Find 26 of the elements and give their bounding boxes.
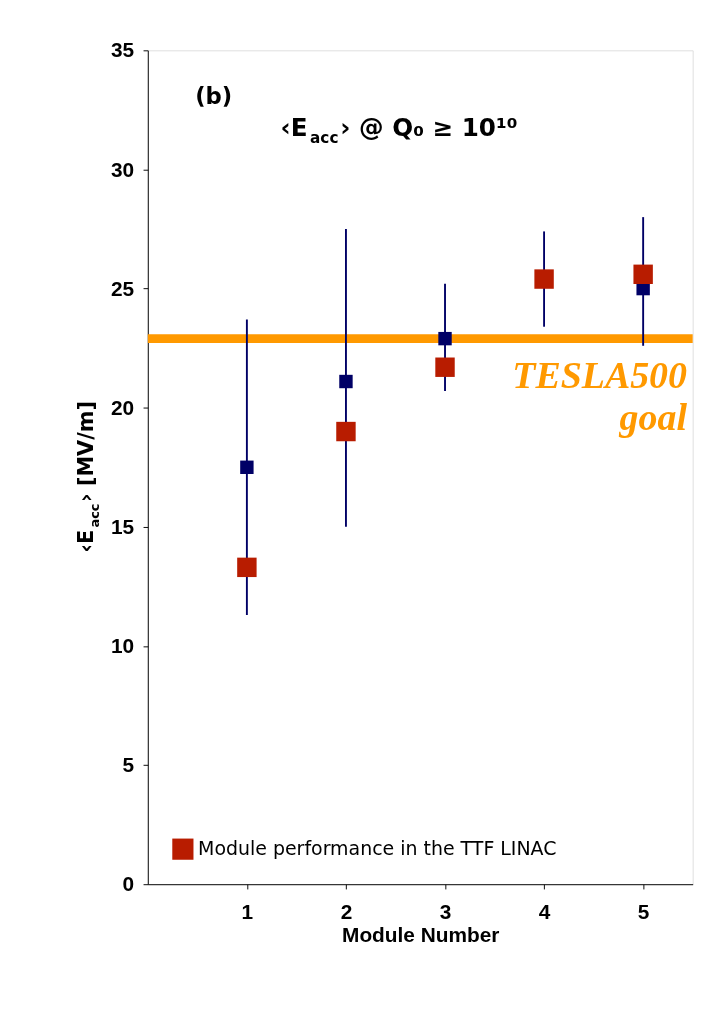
- point: [435, 357, 455, 377]
- legend-label: Module performance in the TTF LINAC: [198, 836, 557, 859]
- y-tick-label: 10: [110, 634, 135, 658]
- annotation: (b): [195, 83, 233, 110]
- x-tick-label: 1: [241, 899, 254, 923]
- ref-line-label: TESLA500 goal: [512, 353, 688, 438]
- y-axis-title: ‹Eacc› [MV/m]: [73, 400, 103, 553]
- x-tick-label: 5: [637, 899, 650, 923]
- point: [438, 331, 452, 346]
- y-tick-label: 35: [110, 38, 135, 62]
- y-tick-label: 15: [110, 514, 135, 538]
- point: [633, 264, 653, 285]
- y-tick-label: 25: [110, 276, 135, 300]
- point: [240, 460, 254, 474]
- y-tick-label: 20: [110, 395, 135, 419]
- y-tick-label: 5: [122, 753, 135, 777]
- point: [336, 421, 356, 442]
- x-tick-label: 2: [340, 899, 353, 923]
- point: [237, 557, 257, 578]
- point: [534, 269, 554, 289]
- point: [339, 374, 353, 389]
- y-tick-label: 30: [110, 157, 135, 181]
- x-tick-label: 3: [439, 899, 452, 923]
- y-tick-label: 0: [122, 872, 135, 896]
- x-tick-label: 4: [538, 899, 551, 923]
- x-axis-title: Module Number: [342, 923, 500, 947]
